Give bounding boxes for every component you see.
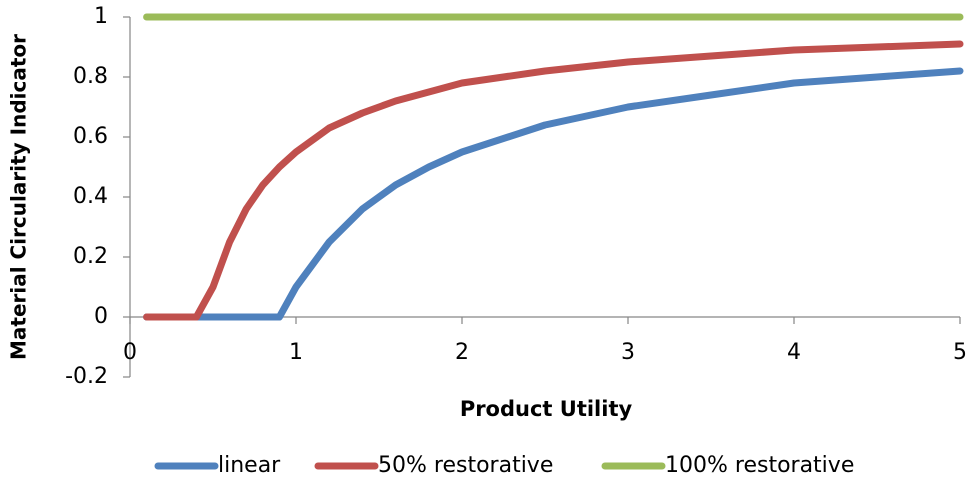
x-tick-label: 1 [289,340,303,365]
legend-label: linear [218,453,281,478]
series-line [143,40,964,321]
series-line [143,67,964,321]
y-tick-label: 1 [94,4,108,29]
y-tick-label: 0.8 [73,64,108,89]
x-tick-label: 3 [621,340,635,365]
legend-label: 100% restorative [665,453,854,478]
y-tick-label: 0.2 [73,244,108,269]
y-tick-label: 0 [94,304,108,329]
x-tick-label: 5 [953,340,967,365]
y-axis-label: Material Circularity Indicator [7,34,31,360]
x-tick-label: 2 [455,340,469,365]
y-tick-label: -0.2 [65,364,108,389]
legend-label: 50% restorative [378,453,553,478]
x-tick-label: 4 [787,340,801,365]
x-tick-label: 0 [123,340,137,365]
y-tick-label: 0.4 [73,184,108,209]
y-tick-label: 0.6 [73,124,108,149]
x-axis-label: Product Utility [460,397,633,421]
